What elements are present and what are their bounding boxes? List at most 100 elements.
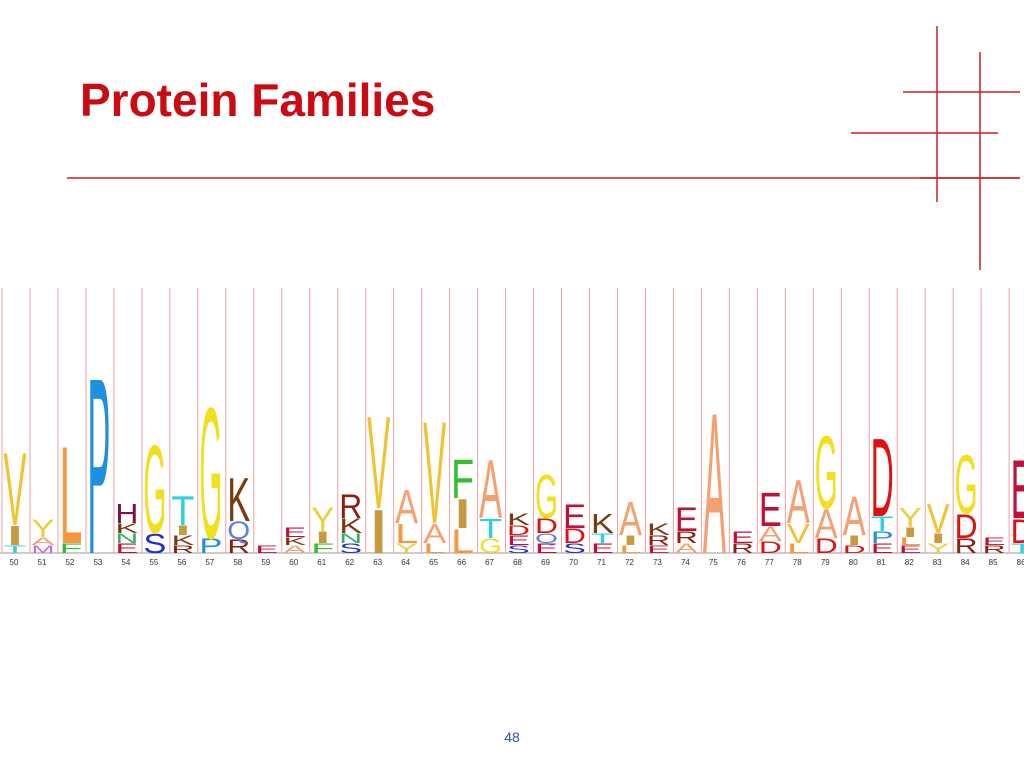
logo-letter: E [759, 482, 782, 536]
logo-letter: T [4, 544, 27, 556]
logo-letter: A [675, 540, 698, 556]
logo-letter: K [283, 536, 306, 548]
logo-letter: I [927, 530, 950, 546]
logo-letter: A [619, 491, 643, 545]
logo-letter: Y [395, 540, 418, 556]
position-label: 74 [681, 558, 690, 567]
logo-letter: V [927, 496, 950, 543]
position-label: 76 [737, 558, 746, 567]
corner-decoration [851, 26, 1020, 270]
logo-letter: S [339, 540, 362, 556]
logo-letter: E [899, 544, 922, 556]
position-label: 81 [877, 558, 886, 567]
logo-letter: E [1011, 442, 1024, 536]
position-label: 63 [373, 558, 382, 567]
logo-letter: A [423, 517, 446, 549]
logo-letter: T [871, 513, 894, 536]
logo-letter: Q [535, 530, 558, 546]
logo-letter: K [339, 515, 362, 538]
logo-letter: D [843, 544, 866, 556]
logo-letter: I [311, 528, 334, 547]
logo-letter: A [787, 466, 810, 536]
logo-letter: R [647, 532, 670, 548]
position-label: 58 [233, 558, 242, 567]
position-label: 70 [569, 558, 578, 567]
logo-letter: G [535, 461, 558, 531]
logo-letter: E [535, 540, 558, 556]
logo-letter: Q [227, 518, 250, 545]
position-label: 57 [205, 558, 214, 567]
logo-letter: F [451, 448, 474, 510]
logo-letter: Y [31, 516, 54, 543]
logo-letter: E [983, 536, 1006, 548]
logo-letter: A [283, 544, 307, 556]
logo-letter: A [843, 485, 866, 547]
logo-letter: N [115, 530, 138, 546]
logo-letter: I [451, 491, 474, 538]
slide-title: Protein Families [80, 74, 435, 126]
logo-letter: R [171, 544, 194, 556]
logo-letter: A [703, 370, 726, 596]
logo-letter: V [787, 517, 810, 549]
logo-letter: T [591, 530, 614, 546]
logo-letter: K [647, 520, 670, 539]
position-label: 75 [709, 558, 718, 567]
page-number: 48 [504, 729, 520, 745]
position-label: 50 [10, 558, 19, 567]
logo-letter: P [87, 327, 110, 607]
logo-letter: G [199, 368, 222, 578]
logo-letter: L [423, 540, 446, 556]
logo-letter: I [4, 519, 27, 551]
position-label: 77 [765, 558, 774, 567]
position-label: 64 [401, 558, 410, 567]
logo-letter: K [115, 520, 138, 536]
position-label: 54 [121, 558, 130, 567]
logo-letter: V [4, 432, 27, 547]
logo-letter: A [815, 501, 838, 548]
logo-letter: N [339, 530, 362, 546]
logo-letter: K [171, 532, 194, 548]
logo-letter: M [31, 544, 54, 556]
logo-letter: R [955, 535, 978, 558]
position-label: 55 [149, 558, 158, 567]
logo-letter: S [143, 527, 166, 559]
position-label: 82 [905, 558, 914, 567]
position-label: 85 [989, 558, 998, 567]
logo-letter: E [591, 540, 614, 556]
position-label: 53 [93, 558, 102, 567]
logo-letter: A [395, 479, 419, 533]
logo-letter: E [255, 544, 278, 556]
logo-letter: L [59, 418, 82, 573]
position-label: 56 [177, 558, 186, 567]
logo-letter: D [871, 416, 894, 540]
logo-letter: R [339, 488, 362, 526]
logo-letter: T [479, 512, 502, 544]
position-label: 69 [541, 558, 550, 567]
logo-letter: G [143, 421, 166, 560]
logo-letter: E [675, 501, 698, 539]
logo-letter: L [899, 536, 922, 548]
logo-letter: E [731, 528, 754, 547]
logo-letter: T [171, 488, 194, 535]
logo-letter: Y [927, 540, 950, 556]
position-label: 66 [457, 558, 466, 567]
position-label: 59 [261, 558, 270, 567]
logo-letter: I [843, 532, 866, 548]
position-label: 71 [597, 558, 606, 567]
logo-letter: E [507, 532, 530, 548]
logo-letter: A [31, 536, 55, 548]
logo-letter: I [171, 522, 194, 538]
logo-letter: K [507, 510, 530, 529]
logo-letter: D [507, 522, 530, 538]
logo-letter: D [815, 535, 838, 558]
logo-letter: I [899, 524, 922, 540]
logo-letter: K [227, 464, 250, 534]
position-label: 68 [513, 558, 522, 567]
logo-letter: E [871, 540, 894, 556]
position-label: 65 [429, 558, 438, 567]
position-label: 51 [38, 558, 47, 567]
logo-letter: D [955, 508, 978, 546]
